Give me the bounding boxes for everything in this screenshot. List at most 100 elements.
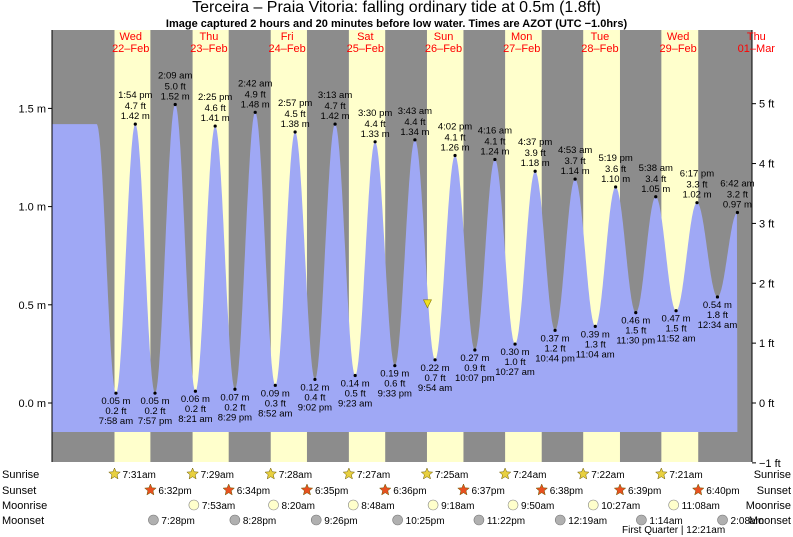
moonset-time: 9:26pm	[324, 516, 357, 527]
tide-point	[614, 185, 618, 189]
low-tide-time: 11:04 am	[576, 349, 615, 360]
high-tide-time: 2:57 pm	[278, 98, 312, 109]
low-tide-m: 0.39 m	[581, 329, 610, 340]
moonrise-icon	[268, 499, 279, 511]
low-tide-time: 10:44 pm	[535, 353, 575, 364]
low-tide-ft: 0.5 ft	[345, 389, 366, 400]
day-name-label: Wed	[667, 31, 689, 43]
row-label-right: Moonset	[749, 515, 791, 527]
day-name-label: Thu	[747, 31, 766, 43]
date-label: 23–Feb	[190, 43, 227, 55]
high-tide-time: 5:19 pm	[598, 153, 632, 164]
high-tide-time: 3:13 am	[318, 90, 352, 101]
tide-point	[233, 387, 237, 391]
tide-point	[573, 177, 577, 181]
high-tide-m: 1.02 m	[682, 190, 711, 201]
low-tide-ft: 0.3 ft	[265, 398, 286, 409]
moonrise-icon	[507, 499, 519, 511]
tide-point	[533, 169, 537, 173]
low-tide-time: 8:52 am	[258, 408, 292, 419]
y-tick-label-ft: 1 ft	[759, 338, 774, 350]
high-tide-m: 1.42 m	[121, 111, 150, 122]
day-name-label: Sun	[434, 31, 454, 43]
low-tide-m: 0.06 m	[181, 394, 210, 405]
high-tide-ft: 4.1 ft	[484, 136, 505, 147]
high-tide-time: 4:53 am	[558, 145, 592, 156]
high-tide-m: 1.10 m	[601, 174, 630, 185]
high-tide-time: 4:37 pm	[518, 137, 552, 148]
date-label: 26–Feb	[425, 43, 462, 55]
date-label: 28–Feb	[581, 43, 618, 55]
high-tide-m: 1.34 m	[400, 127, 429, 138]
sunrise-time: 7:29am	[201, 470, 234, 481]
low-tide-m: 0.46 m	[621, 316, 650, 327]
low-tide-time: 12:34 am	[698, 320, 738, 331]
low-tide-m: 0.27 m	[460, 353, 489, 364]
low-tide-ft: 1.2 ft	[545, 343, 566, 354]
tide-point	[393, 364, 397, 368]
date-label: 24–Feb	[268, 43, 305, 55]
sunset-icon	[378, 483, 392, 496]
row-label-left: Moonrise	[2, 500, 47, 512]
moonset-time: 1:14am	[649, 516, 682, 527]
row-label-left: Sunset	[2, 485, 36, 497]
low-tide-m: 0.14 m	[341, 379, 370, 390]
y-tick-label-ft: 0 ft	[759, 398, 774, 410]
low-tide-m: 0.05 m	[140, 396, 169, 407]
sunset-time: 6:32pm	[158, 486, 191, 497]
low-tide-m: 0.09 m	[261, 388, 290, 399]
day-name-label: Mon	[511, 31, 532, 43]
y-tick-label-m: 1.0 m	[18, 202, 46, 214]
sunrise-time: 7:24am	[513, 470, 546, 481]
sunset-time: 6:38pm	[550, 486, 583, 497]
low-tide-ft: 1.0 ft	[504, 357, 525, 368]
sunrise-icon	[576, 467, 590, 480]
sunset-time: 6:36pm	[393, 486, 426, 497]
high-tide-time: 2:09 am	[158, 70, 192, 81]
tide-point	[433, 358, 437, 362]
low-tide-m: 0.47 m	[662, 314, 691, 325]
high-tide-m: 1.18 m	[521, 158, 550, 169]
tide-point	[193, 389, 198, 393]
moonrise-time: 8:20am	[282, 501, 315, 512]
moonrise-time: 8:48am	[361, 501, 394, 512]
y-tick-label-ft: −1 ft	[759, 458, 781, 470]
moonset-icon	[229, 514, 241, 526]
sunrise-icon	[342, 467, 356, 480]
high-tide-m: 1.52 m	[161, 91, 190, 102]
moonrise-icon	[427, 499, 439, 511]
moon-phase-note: First Quarter | 12:21am	[622, 525, 725, 536]
tide-point	[735, 210, 740, 215]
high-tide-m: 1.48 m	[241, 99, 270, 110]
moonrise-time: 7:53am	[202, 501, 235, 512]
moonset-time: 7:28pm	[161, 516, 194, 527]
sunset-icon	[535, 483, 549, 496]
moonrise-time: 9:50am	[521, 501, 554, 512]
low-tide-ft: 0.2 ft	[185, 404, 206, 415]
moonrise-time: 9:18am	[441, 501, 474, 512]
high-tide-time: 4:16 am	[478, 125, 512, 136]
low-tide-time: 9:54 am	[418, 383, 452, 394]
tide-point	[293, 130, 297, 134]
tide-point	[634, 311, 638, 315]
low-tide-m: 0.07 m	[220, 392, 249, 403]
low-tide-ft: 0.2 ft	[105, 406, 126, 417]
date-label: 25–Feb	[347, 43, 384, 55]
moonrise-icon	[188, 499, 200, 511]
moonrise-time: 10:27am	[601, 501, 640, 512]
y-tick-label-m: 0.0 m	[18, 398, 46, 410]
low-tide-time: 11:30 pm	[616, 336, 655, 347]
moonset-icon	[310, 514, 322, 526]
tide-point	[654, 195, 658, 199]
high-tide-time: 1:54 pm	[118, 90, 152, 101]
high-tide-m: 1.38 m	[281, 119, 310, 130]
low-tide-ft: 0.2 ft	[144, 406, 165, 417]
high-tide-ft: 4.7 ft	[325, 101, 346, 112]
tide-point	[213, 124, 217, 128]
tide-point	[133, 122, 137, 126]
low-tide-ft: 1.5 ft	[666, 324, 687, 335]
low-tide-time: 10:27 am	[495, 367, 535, 378]
moonset-icon	[392, 514, 403, 526]
sunrise-time: 7:31am	[122, 470, 155, 481]
